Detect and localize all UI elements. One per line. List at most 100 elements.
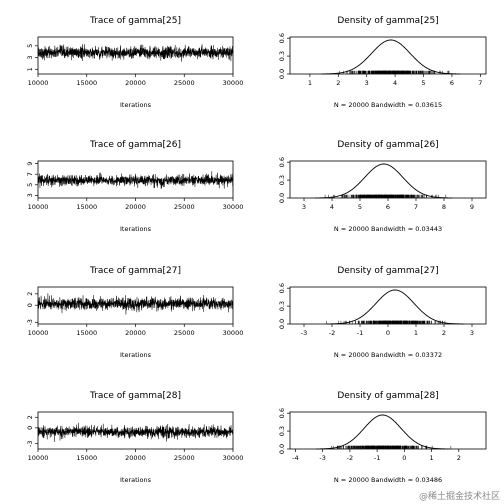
x-tick-label: 0	[386, 329, 390, 337]
y-tick-label: 2	[26, 415, 34, 419]
watermark: @稀土掘金技术社区	[418, 492, 500, 502]
x-tick-label: 9	[470, 203, 474, 211]
trace-line	[37, 171, 234, 189]
x-tick-label: 30000	[223, 203, 244, 211]
x-tick-label: -2	[347, 454, 353, 462]
y-tick-label: 0	[26, 303, 34, 307]
y-tick-label: 0	[26, 426, 34, 430]
rug-marks	[326, 320, 446, 324]
y-tick-label: 7	[26, 172, 34, 176]
x-tick-label: 20000	[125, 329, 146, 337]
y-tick-label: 3	[26, 193, 34, 197]
panel-title: Density of gamma[27]	[337, 266, 438, 276]
trace-line	[37, 44, 234, 62]
y-tick-label: 1	[26, 67, 34, 71]
density-subtitle: N = 20000 Bandwidth = 0.03372	[334, 351, 442, 359]
y-tick-label: 0.0	[278, 69, 286, 79]
y-tick-label: 0.6	[278, 157, 286, 167]
x-tick-label: -4	[292, 454, 298, 462]
x-tick-label: 20000	[125, 203, 146, 211]
x-tick-label: 15000	[76, 329, 97, 337]
density-panel-3: Density of gamma[27] -3 -2 -1 0 1 2 3 0.0 0.3 0.6 N…	[278, 266, 487, 359]
panel-title: Density of gamma[28]	[337, 391, 438, 401]
plot-frame	[289, 160, 487, 199]
density-curve	[315, 414, 450, 450]
trace-panel-2: Trace of gamma[26] 10000 15000 20000 25000 30…	[26, 140, 243, 233]
density-panel-4: Density of gamma[28] -4 -3 -2 -1 0 1 2 0.0 0.3 0.6…	[278, 391, 487, 484]
panel-title: Trace of gamma[28]	[89, 391, 181, 401]
panel-title: Density of gamma[25]	[337, 16, 438, 26]
x-tick-label: 6	[450, 79, 454, 87]
trace-line	[37, 422, 234, 443]
x-axis-label: Iterations	[120, 476, 152, 484]
x-tick-label: 3	[302, 203, 306, 211]
x-tick-label: 10000	[28, 329, 49, 337]
x-axis-label: Iterations	[120, 351, 152, 359]
trace-line	[37, 293, 234, 315]
y-tick-label: 0.3	[278, 175, 286, 185]
y-tick-label: -3	[26, 440, 34, 446]
x-tick-label: 30000	[223, 79, 244, 87]
x-tick-label: 30000	[223, 329, 244, 337]
trace-panel-1: Trace of gamma[25] 10000 15000 20000 25000 30…	[26, 16, 243, 109]
x-tick-label: 6	[386, 203, 390, 211]
density-curve	[321, 39, 461, 75]
y-tick-label: 0.0	[278, 319, 286, 329]
x-tick-label: 2	[442, 329, 446, 337]
plot-frame	[289, 411, 487, 450]
panel-title: Density of gamma[26]	[337, 140, 438, 150]
x-tick-label: 25000	[174, 329, 195, 337]
x-tick-label: 15000	[76, 203, 97, 211]
x-tick-label: -3	[319, 454, 325, 462]
x-tick-label: 15000	[76, 454, 97, 462]
y-tick-label: 0.6	[278, 33, 286, 43]
y-tick-label: 0.6	[278, 408, 286, 418]
y-tick-label: 0.3	[278, 51, 286, 61]
density-curve	[326, 289, 464, 325]
x-tick-label: 3	[365, 79, 369, 87]
x-tick-label: 0	[402, 454, 406, 462]
density-panel-2: Density of gamma[26] 3 4 5 6 7 8 9 0.0 0.3 0.6 N = …	[278, 140, 487, 233]
x-tick-label: 5	[421, 79, 425, 87]
x-tick-label: 25000	[174, 454, 195, 462]
x-tick-label: 15000	[76, 79, 97, 87]
x-tick-label: 30000	[223, 454, 244, 462]
y-tick-label: -3	[26, 319, 34, 325]
y-tick-label: 0.0	[278, 444, 286, 454]
x-tick-label: 2	[336, 79, 340, 87]
x-tick-label: 10000	[28, 203, 49, 211]
density-panel-1: Density of gamma[25] 1 2 3 4 5 6 7 0.0 0.3 0.6 N = …	[278, 16, 487, 109]
panel-title: Trace of gamma[25]	[89, 16, 181, 26]
rug-marks	[324, 194, 447, 198]
x-tick-label: -2	[329, 329, 335, 337]
y-tick-label: 5	[26, 44, 34, 48]
x-tick-label: -1	[374, 454, 380, 462]
x-tick-label: 25000	[174, 79, 195, 87]
x-tick-label: 5	[358, 203, 362, 211]
y-tick-label: 3	[26, 55, 34, 59]
x-tick-label: 1	[429, 454, 433, 462]
y-tick-label: 0.6	[278, 283, 286, 293]
density-curve	[315, 163, 453, 199]
y-tick-label: 0.0	[278, 193, 286, 203]
y-tick-label: 9	[26, 162, 34, 166]
x-tick-label: 4	[393, 79, 397, 87]
density-subtitle: N = 20000 Bandwidth = 0.03443	[334, 225, 442, 233]
x-tick-label: 1	[308, 79, 312, 87]
rug-marks	[331, 445, 452, 449]
plot-frame	[289, 36, 487, 75]
x-tick-label: -1	[357, 329, 363, 337]
trace-panel-4: Trace of gamma[28] 10000 15000 20000 25000 30…	[26, 391, 243, 484]
x-tick-label: 10000	[28, 454, 49, 462]
y-tick-label: 5	[26, 183, 34, 187]
x-tick-label: 20000	[125, 79, 146, 87]
x-tick-label: 7	[414, 203, 418, 211]
x-tick-label: 4	[330, 203, 334, 211]
x-tick-label: 2	[457, 454, 461, 462]
trace-panel-3: Trace of gamma[27] 10000 15000 20000 25000 30…	[26, 266, 243, 359]
y-tick-label: 0.3	[278, 301, 286, 311]
rug-marks	[339, 70, 450, 74]
panel-title: Trace of gamma[27]	[89, 266, 181, 276]
y-tick-label: 0.3	[278, 426, 286, 436]
